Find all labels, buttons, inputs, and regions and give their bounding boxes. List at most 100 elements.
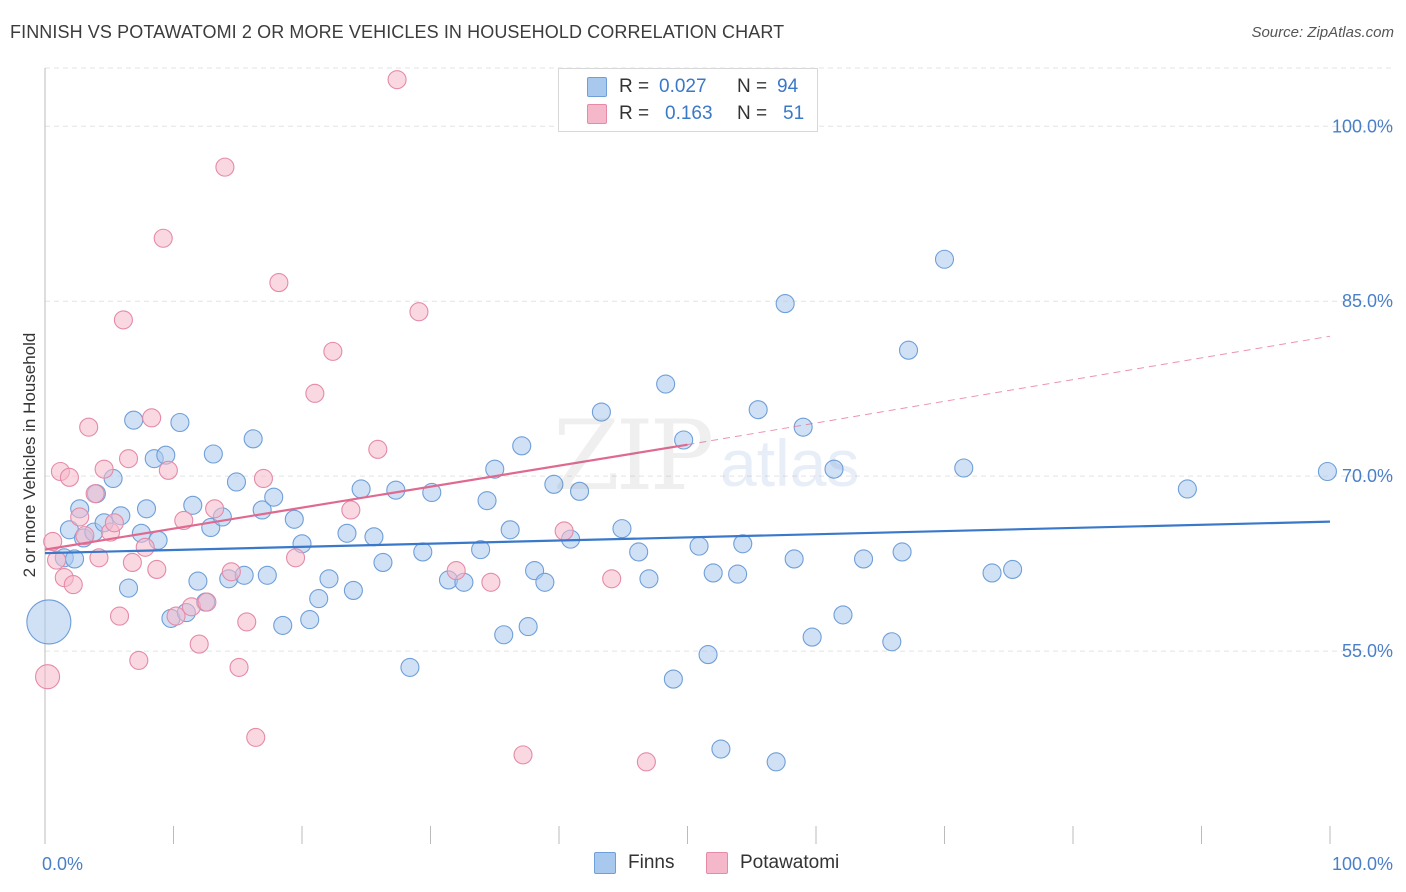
- potawatomi-point: [481, 572, 501, 592]
- legend-potawatomi: Potawatomi: [706, 852, 839, 874]
- potawatomi-point: [513, 745, 533, 765]
- potawatomi-point: [118, 449, 139, 469]
- potawatomi-point: [197, 592, 217, 612]
- potawatomi-point: [158, 460, 178, 480]
- watermark-atlas: atlas: [720, 426, 860, 500]
- r-value: 0.027: [659, 76, 707, 97]
- potawatomi-trend-extension: [687, 335, 1331, 446]
- potawatomi-swatch: [587, 104, 607, 124]
- y-tick-label: 100.0%: [1332, 116, 1393, 136]
- potawatomi-point: [554, 521, 574, 541]
- finns-point: [309, 589, 329, 609]
- finns-legend-label: Finns: [628, 852, 675, 873]
- n-value: 51: [783, 103, 805, 124]
- finns-point: [982, 563, 1002, 583]
- finns-point: [300, 610, 320, 630]
- finns-point: [570, 481, 590, 501]
- potawatomi-point: [59, 467, 79, 487]
- finns-point: [203, 444, 223, 464]
- finns-point: [882, 632, 902, 652]
- source-label: Source: ZipAtlas.com: [1251, 24, 1394, 41]
- potawatomi-point: [286, 548, 306, 568]
- finns-point: [612, 519, 632, 539]
- finns-point: [319, 569, 339, 589]
- y-tick-label: 55.0%: [1342, 641, 1393, 661]
- y-tick-label: 70.0%: [1342, 466, 1393, 486]
- finns-point: [485, 459, 505, 479]
- potawatomi-point: [94, 459, 114, 479]
- potawatomi-point: [446, 561, 466, 581]
- finns-point: [337, 523, 357, 543]
- finns-swatch: [587, 77, 607, 97]
- finns-point: [471, 540, 491, 560]
- potawatomi-point: [205, 499, 225, 519]
- finns-point: [273, 615, 293, 635]
- potawatomi-point: [147, 559, 167, 579]
- y-tick-label: 85.0%: [1342, 291, 1393, 311]
- r-label: R =: [619, 76, 650, 97]
- potawatomi-point: [35, 664, 61, 690]
- finns-point: [853, 549, 874, 569]
- finns-point: [1177, 479, 1197, 499]
- x-tick-label: 0.0%: [42, 854, 83, 874]
- chart-title: FINNISH VS POTAWATOMI 2 OR MORE VEHICLES…: [10, 22, 785, 42]
- potawatomi-point: [153, 228, 173, 248]
- finns-point: [170, 412, 190, 433]
- finns-point: [698, 645, 718, 665]
- x-tick-label: 100.0%: [1332, 854, 1393, 874]
- finns-point: [766, 752, 786, 772]
- potawatomi-point: [602, 569, 622, 589]
- y-tick-labels: 55.0% 70.0% 85.0% 100.0%: [1332, 116, 1393, 661]
- finns-point: [748, 400, 768, 420]
- potawatomi-point: [368, 439, 388, 459]
- potawatomi-point: [70, 507, 90, 527]
- potawatomi-point: [104, 513, 124, 533]
- potawatomi-point: [63, 575, 83, 595]
- potawatomi-point: [122, 552, 142, 572]
- potawatomi-point: [636, 752, 656, 772]
- finns-point: [386, 480, 406, 500]
- finns-trend-line: [44, 520, 1331, 555]
- finns-point: [343, 580, 363, 600]
- potawatomi-point: [85, 484, 105, 504]
- finns-point: [703, 563, 723, 583]
- potawatomi-point: [341, 500, 361, 520]
- finns-point: [733, 534, 753, 554]
- finns-point: [802, 627, 822, 647]
- finns-point: [954, 458, 974, 478]
- potawatomi-legend-label: Potawatomi: [740, 852, 840, 873]
- potawatomi-point: [409, 302, 429, 322]
- finns-point: [544, 474, 564, 494]
- x-tick-labels: 0.0% 100.0%: [42, 854, 1393, 874]
- finns-point: [118, 578, 139, 598]
- potawatomi-point: [129, 650, 149, 670]
- stats-legend: R = 0.027 N = 94 R = 0.163 N = 51: [558, 68, 818, 132]
- potawatomi-point: [43, 531, 63, 552]
- finns-point: [833, 605, 853, 625]
- potawatomi-point: [189, 634, 209, 654]
- finns-point: [784, 549, 804, 569]
- potawatomi-point: [305, 383, 325, 403]
- potawatomi-point: [113, 310, 133, 330]
- legend-row-potawatomi: R = 0.163 N = 51: [587, 102, 804, 126]
- potawatomi-point: [229, 657, 249, 677]
- finns-point: [689, 536, 709, 556]
- potawatomi-point: [269, 273, 289, 293]
- finns-point: [373, 552, 393, 572]
- finns-point: [663, 669, 683, 689]
- potawatomi-legend-swatch: [706, 852, 728, 874]
- finns-point: [124, 410, 144, 430]
- finns-point: [629, 542, 649, 562]
- finns-point: [264, 487, 284, 507]
- finns-point: [898, 340, 919, 360]
- potawatomi-point: [253, 468, 274, 489]
- potawatomi-point: [89, 548, 109, 568]
- watermark-zip: ZIP: [553, 400, 714, 512]
- finns-point: [364, 527, 384, 547]
- r-value: 0.163: [665, 103, 713, 124]
- n-value: 94: [777, 76, 799, 97]
- finns-point: [1317, 461, 1337, 482]
- finns-point: [26, 599, 72, 645]
- finns-point: [591, 402, 611, 422]
- finns-point: [226, 472, 247, 492]
